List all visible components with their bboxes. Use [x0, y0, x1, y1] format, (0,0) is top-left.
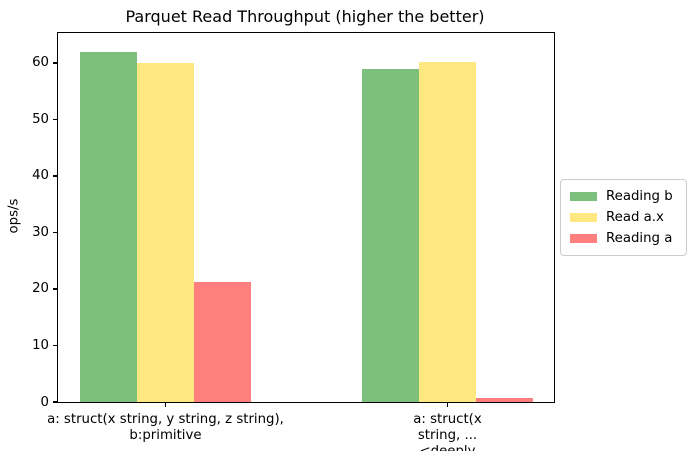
legend-item: Read a.x: [570, 207, 677, 228]
bar-reading-b-group2: [362, 68, 419, 402]
legend-swatch-icon: [570, 234, 597, 243]
y-tick-label: 10: [32, 337, 49, 353]
chart-title: Parquet Read Throughput (higher the bett…: [125, 7, 485, 26]
x-tick-mark: [446, 403, 449, 407]
y-tick-mark: [53, 118, 57, 121]
bar-read-a-x-group1: [137, 62, 194, 402]
plot-area: 0 10 20 30 40 50 60 a: struct(x string, y strin…: [32, 32, 555, 451]
y-tick-label: 20: [32, 281, 49, 297]
bar-reading-a-group1: [194, 281, 251, 402]
x-tick-label-group2: a: struct(x string, ...<deeply nested>..…: [413, 412, 482, 451]
bar-reading-a-group2: [476, 398, 533, 402]
bar-reading-b-group1: [80, 51, 137, 402]
legend-item: Reading b: [570, 186, 677, 207]
y-tick-label: 0: [40, 394, 49, 410]
legend-swatch-icon: [570, 192, 597, 201]
legend-swatch-icon: [570, 213, 597, 222]
y-tick-mark: [53, 62, 57, 64]
y-tick-mark: [53, 175, 57, 177]
y-tick-label: 40: [32, 168, 49, 184]
bar-read-a-x-group2: [419, 61, 476, 402]
y-tick-mark: [53, 288, 57, 290]
legend-item: Reading a: [570, 228, 677, 249]
legend-label: Read a.x: [606, 210, 664, 225]
y-tick-label: 30: [32, 224, 49, 240]
legend: Reading b Read a.x Reading a: [560, 179, 687, 256]
y-tick-mark: [53, 231, 57, 234]
y-tick-mark: [53, 344, 57, 347]
legend-label: Reading a: [606, 231, 673, 246]
x-tick-label-group1: a: struct(x string, y string, z string),…: [47, 412, 284, 443]
legend-label: Reading b: [606, 189, 673, 204]
x-tick-mark: [164, 403, 167, 407]
y-tick-label: 60: [32, 55, 49, 71]
y-tick-mark: [53, 401, 57, 403]
y-tick-label: 50: [32, 111, 49, 127]
